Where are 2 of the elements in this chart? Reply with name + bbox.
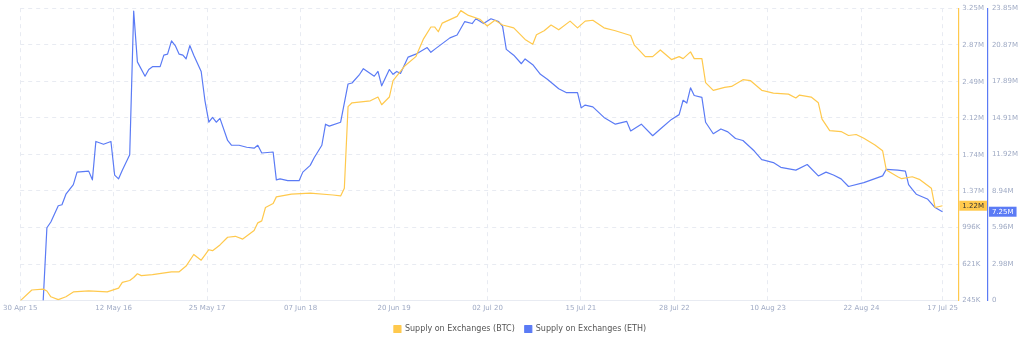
legend-label: Supply on Exchanges (BTC) — [404, 324, 515, 334]
legend-label: Supply on Exchanges (ETH) — [535, 324, 647, 334]
